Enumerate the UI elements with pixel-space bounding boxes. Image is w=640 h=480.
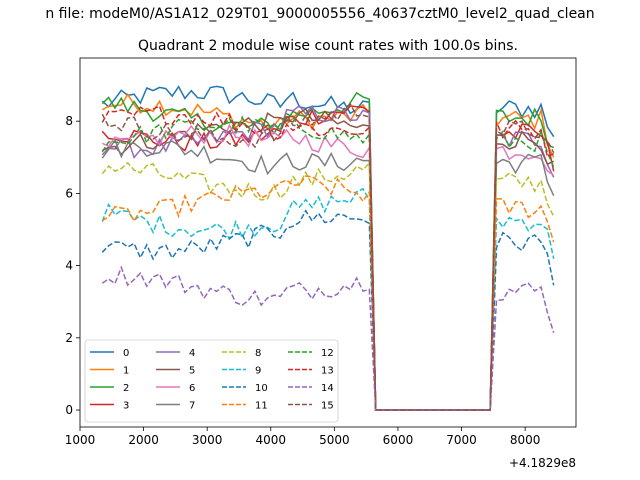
x-tick-label: 8000: [510, 433, 541, 447]
x-tick-label: 2000: [128, 433, 159, 447]
series-line-14: [101, 265, 555, 411]
legend-label-11: 11: [255, 401, 268, 412]
y-tick-label: 4: [65, 259, 73, 273]
legend-label-9: 9: [255, 366, 261, 377]
legend-label-12: 12: [321, 348, 334, 359]
x-tick-label: 6000: [383, 433, 414, 447]
legend-label-13: 13: [321, 366, 334, 377]
y-tick-label: 2: [65, 331, 73, 345]
x-tick-label: 1000: [65, 433, 96, 447]
legend-label-8: 8: [255, 348, 261, 359]
series-line-11: [101, 175, 555, 411]
x-axis: 1000 2000 3000 4000 5000 6000 7000 8000: [65, 427, 541, 447]
series-line-15: [101, 102, 555, 411]
x-axis-offset-label: +4.1829e8: [509, 456, 576, 470]
figure-suptitle: n file: modeM0/AS1A12_029T01_9000005556_…: [45, 6, 594, 22]
legend-label-14: 14: [321, 383, 334, 394]
chart-title: Quadrant 2 module wise count rates with …: [138, 38, 518, 54]
legend-label-10: 10: [255, 383, 268, 394]
legend-label-6: 6: [189, 383, 195, 394]
axes-frame: [79, 57, 577, 428]
y-tick-label: 6: [65, 186, 73, 200]
legend-label-5: 5: [189, 366, 195, 377]
series-layer: [101, 85, 555, 411]
legend-label-3: 3: [123, 401, 129, 412]
legend-label-15: 15: [321, 401, 334, 412]
y-axis: 0 2 4 6 8: [65, 114, 80, 417]
x-tick-label: 3000: [192, 433, 223, 447]
legend-label-1: 1: [123, 366, 129, 377]
legend-box: [84, 339, 339, 423]
legend-label-0: 0: [123, 348, 129, 359]
y-tick-label: 8: [65, 114, 73, 128]
legend-label-7: 7: [189, 401, 195, 412]
legend-label-4: 4: [189, 348, 195, 359]
x-tick-label: 4000: [255, 433, 286, 447]
y-tick-label: 0: [65, 403, 73, 417]
legend-label-2: 2: [123, 383, 129, 394]
x-tick-label: 5000: [319, 433, 350, 447]
x-tick-label: 7000: [446, 433, 477, 447]
